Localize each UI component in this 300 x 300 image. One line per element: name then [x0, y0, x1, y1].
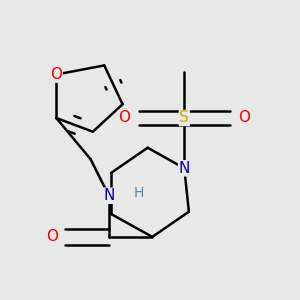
Text: O: O [238, 110, 250, 125]
Text: H: H [134, 186, 144, 200]
Text: S: S [179, 110, 189, 125]
Text: O: O [46, 230, 58, 244]
Text: O: O [50, 67, 62, 82]
Text: N: N [103, 188, 115, 203]
Text: N: N [178, 161, 190, 176]
Text: O: O [118, 110, 130, 125]
